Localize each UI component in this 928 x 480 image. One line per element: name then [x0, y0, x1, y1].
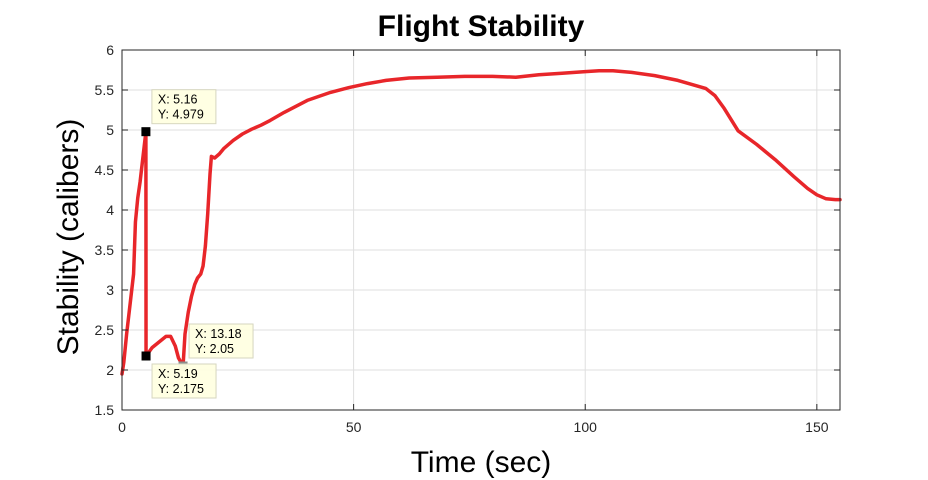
x-tick-label: 150 — [805, 419, 829, 435]
y-tick-label: 2.5 — [95, 322, 115, 338]
datatip-y-label: Y: 2.175 — [158, 382, 204, 396]
datatip-y-label: Y: 4.979 — [158, 108, 204, 122]
y-tick-label: 3 — [106, 282, 114, 298]
x-tick-label: 50 — [346, 419, 362, 435]
datatip-x-label: X: 13.18 — [195, 327, 242, 341]
y-tick-label: 6 — [106, 42, 114, 58]
y-tick-label: 4 — [106, 202, 114, 218]
datatip-box — [151, 89, 217, 125]
datatip-box — [188, 323, 254, 359]
x-axis-title: Time (sec) — [411, 446, 552, 479]
y-tick-label: 3.5 — [95, 242, 115, 258]
datatip-y-label: Y: 2.05 — [195, 342, 234, 356]
datatip-marker[interactable] — [141, 351, 151, 361]
datatip-box — [151, 363, 217, 399]
x-tick-label: 0 — [118, 419, 126, 435]
stability-line-layer — [120, 69, 842, 376]
y-tick-label: 4.5 — [95, 162, 115, 178]
datatip-marker[interactable] — [141, 127, 151, 137]
y-tick-label: 1.5 — [95, 402, 115, 418]
y-tick-label: 5.5 — [95, 82, 115, 98]
y-tick-label: 2 — [106, 362, 114, 378]
plot-box — [121, 49, 841, 411]
axis-ticks: 0 50 100 150 1.5 2 2.5 3 3.5 4 4.5 5 5.5 6 — [95, 42, 840, 435]
y-axis-title: Stability (calibers) — [52, 119, 85, 356]
datatip-x-label: X: 5.19 — [158, 367, 198, 381]
chart-title: Flight Stability — [378, 10, 585, 43]
datatip-x-label: X: 5.16 — [158, 93, 198, 107]
datatip-boxes: X: 5.16Y: 4.979 X: 5.19Y: 2.175 X: 13.18Y:… — [151, 89, 254, 399]
y-tick-label: 5 — [106, 122, 114, 138]
stability-series-line — [120, 69, 842, 376]
x-tick-label: 100 — [574, 419, 598, 435]
